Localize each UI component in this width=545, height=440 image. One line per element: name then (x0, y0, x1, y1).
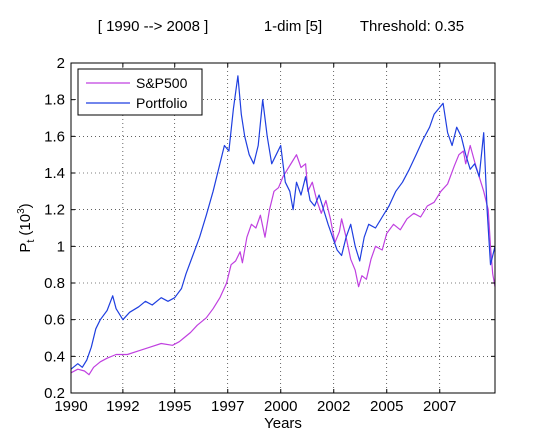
y-tick-label: 1 (57, 238, 65, 255)
legend-label-sp500: S&P500 (136, 75, 188, 91)
x-axis-label: Years (264, 415, 302, 432)
y-tick-label: 1.6 (44, 128, 65, 145)
legend-box (77, 68, 203, 116)
y-axis-label-superscript: 3 (16, 208, 27, 214)
y-axis-label-paren-close: ) (17, 203, 34, 208)
x-tick-label: 1995 (158, 398, 191, 415)
grid-lines (71, 63, 495, 393)
y-axis-label-main: P (17, 243, 34, 253)
y-tick-label: 0.2 (44, 385, 65, 402)
x-tick-label: 2007 (423, 398, 456, 415)
axis-ticks: 0.2 0.4 0.6 0.8 1 1.2 1.4 1.6 1.8 2 1990 1992 1995 19… (44, 55, 495, 415)
x-tick-label: 2002 (317, 398, 350, 415)
y-tick-label: 1.4 (44, 165, 65, 182)
legend-label-portfolio: Portfolio (136, 95, 188, 111)
chart-title-threshold: Threshold: 0.35 (360, 18, 464, 35)
plot-frame (70, 62, 496, 394)
y-axis-label-paren-open: (10 (17, 214, 34, 236)
x-tick-label: 1990 (54, 398, 87, 415)
y-tick-label: 2 (57, 55, 65, 72)
y-tick-label: 0.6 (44, 312, 65, 329)
series-line-portfolio (70, 75, 496, 370)
x-tick-label: 1997 (211, 398, 244, 415)
series-layer (70, 75, 496, 376)
y-tick-label: 1.2 (44, 202, 65, 219)
x-tick-label: 2005 (370, 398, 403, 415)
y-axis-label-subscript: t (25, 240, 37, 243)
chart-title-dimension: 1-dim [5] (264, 18, 322, 35)
plot-area (71, 63, 495, 393)
legend: S&P500 Portfolio (77, 68, 203, 116)
x-tick-label: 2000 (264, 398, 297, 415)
y-axis-label: Pt (103) (16, 203, 37, 252)
y-tick-label: 0.4 (44, 348, 65, 365)
y-tick-label: 0.8 (44, 275, 65, 292)
chart-title-range: [ 1990 --> 2008 ] (98, 18, 209, 35)
x-tick-label: 1992 (106, 398, 139, 415)
y-tick-label: 1.8 (44, 92, 65, 109)
